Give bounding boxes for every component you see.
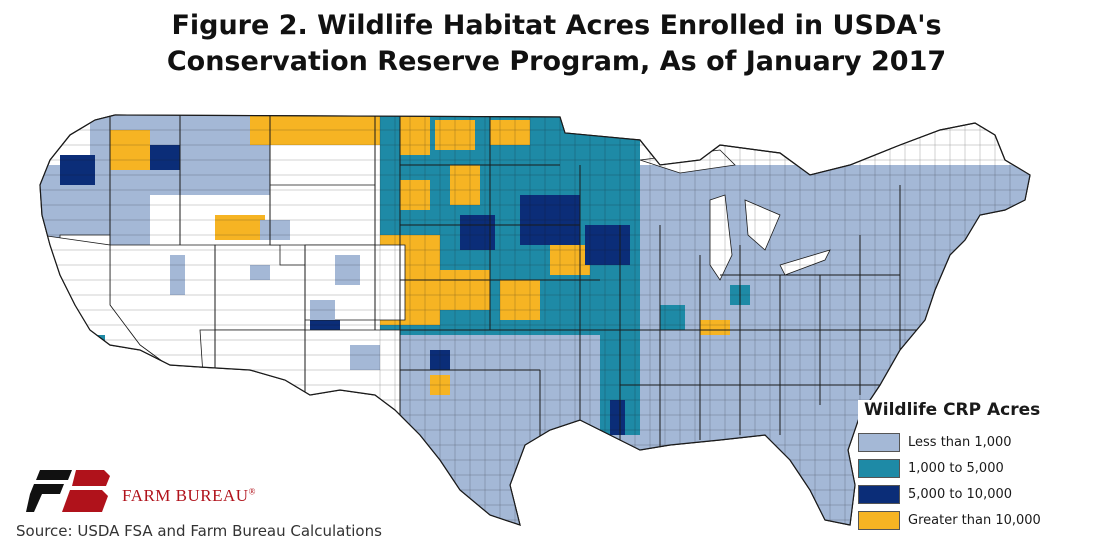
map-legend: Wildlife CRP Acres Less than 1,000 1,000… xyxy=(858,400,1098,534)
county-navy-4 xyxy=(60,155,95,185)
county-ca-teal xyxy=(80,335,105,350)
county-gold-8 xyxy=(500,280,540,320)
county-mw-6 xyxy=(340,405,365,425)
legend-item-5000-to-10000: 5,000 to 10,000 xyxy=(858,482,1098,506)
high-enrollment-counties xyxy=(110,115,730,395)
county-mw-3 xyxy=(335,255,360,285)
county-gold-2 xyxy=(400,115,430,155)
us-outline-stroke xyxy=(39,114,1031,526)
fb-mark-left-upper xyxy=(36,470,72,480)
state-lines-east xyxy=(580,185,920,450)
county-mw-7 xyxy=(350,345,380,370)
legend-title: Wildlife CRP Acres xyxy=(864,400,1041,420)
lake-erie xyxy=(779,249,831,276)
county-gold-7 xyxy=(440,270,490,310)
county-mw-5 xyxy=(260,220,290,240)
farm-bureau-wordmark: FARM BUREAU® xyxy=(122,486,256,505)
county-navy-2 xyxy=(585,225,630,265)
farm-bureau-logo: FARM BUREAU® xyxy=(26,466,326,516)
county-gold-12 xyxy=(215,215,265,240)
legend-label: 5,000 to 10,000 xyxy=(908,486,1013,502)
county-mw-2 xyxy=(250,265,270,280)
fb-mark-right-upper xyxy=(72,470,110,486)
fb-mark-left-stem xyxy=(26,494,42,512)
source-note: Source: USDA FSA and Farm Bureau Calcula… xyxy=(16,522,382,540)
state-boundaries xyxy=(109,115,920,525)
county-navy-5 xyxy=(150,145,180,170)
county-navy-6 xyxy=(610,400,625,435)
title-line-1: Figure 2. Wildlife Habitat Acres Enrolle… xyxy=(171,10,942,41)
county-gold-9 xyxy=(550,245,590,275)
fb-mark-left-mid xyxy=(30,484,64,494)
county-gold-5 xyxy=(110,130,150,170)
title-line-2: Conservation Reserve Program, As of Janu… xyxy=(166,46,947,77)
legend-label: Less than 1,000 xyxy=(908,434,1012,450)
legend-item-1000-to-5000: 1,000 to 5,000 xyxy=(858,456,1098,480)
fb-mark-right-lower xyxy=(62,490,108,512)
county-florida xyxy=(760,435,820,525)
county-mw-1 xyxy=(170,255,185,295)
county-gold-11 xyxy=(400,180,430,210)
state-lines-west xyxy=(109,115,401,525)
legend-swatch-light-blue xyxy=(858,432,900,452)
county-east-teal-2 xyxy=(660,305,685,330)
legend-swatch-teal xyxy=(858,458,900,478)
farm-bureau-fb-icon xyxy=(26,470,110,512)
county-gold-10 xyxy=(450,165,480,205)
legend-item-less-than-1000: Less than 1,000 xyxy=(858,430,1098,454)
legend-label: Greater than 10,000 xyxy=(908,512,1041,528)
legend-swatch-gold xyxy=(858,510,900,530)
county-navy-3 xyxy=(460,215,495,250)
county-gold-13 xyxy=(700,320,730,335)
legend-swatch-navy xyxy=(858,484,900,504)
legend-label: 1,000 to 5,000 xyxy=(908,460,1004,476)
county-gold-4 xyxy=(490,120,530,145)
legend-item-greater-than-10000: Greater than 10,000 xyxy=(858,508,1098,532)
page-title: Figure 2. Wildlife Habitat Acres Enrolle… xyxy=(0,8,1113,80)
